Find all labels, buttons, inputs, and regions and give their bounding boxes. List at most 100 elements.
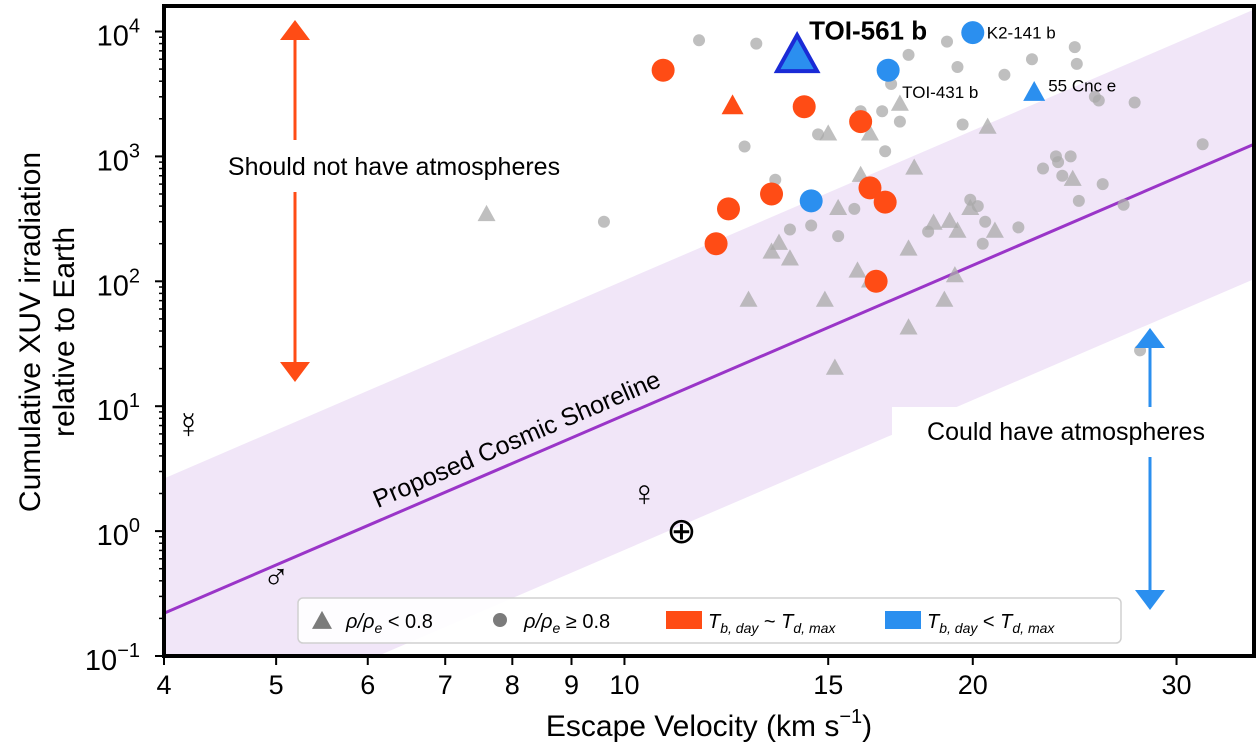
gray-circle-point <box>971 200 984 213</box>
orange-circle-point <box>864 269 888 293</box>
gray-triangle-point <box>1063 169 1082 186</box>
legend-marker-rect <box>885 611 921 629</box>
shoreline-band-layer <box>164 9 1254 656</box>
gray-triangle-point <box>924 213 943 230</box>
shoreline-line <box>164 142 1254 615</box>
legend-marker-rect <box>666 611 702 629</box>
solar-system-symbol-earth: ⊕ <box>666 510 696 551</box>
orange-triangle-point <box>721 94 744 115</box>
gray-triangle-point <box>762 242 781 259</box>
x-tick-label: 6 <box>360 670 375 700</box>
orange-circle-point <box>760 182 784 206</box>
blue-circle-point <box>876 58 900 82</box>
gray-circle-point <box>922 225 935 238</box>
solar-system-symbol-mercury: ☿ <box>175 405 202 446</box>
gray-triangle-point <box>739 290 758 307</box>
orange-circle-point <box>651 58 675 82</box>
gray-triangle-point <box>935 290 954 307</box>
gray-triangle-point <box>769 233 788 250</box>
orange-circle-point <box>792 95 816 119</box>
legend: ρ/ρe < 0.8 ρ/ρe ≥ 0.8 Tb, day ~ Td, max Tb,… <box>297 597 1122 644</box>
x-axis-label: Escape Velocity (km s−1) <box>546 706 872 743</box>
gray-circle-point <box>1037 162 1050 175</box>
planet-label: 55 Cnc e <box>1048 76 1116 95</box>
gray-triangle-point <box>940 211 959 228</box>
gray-triangle-point <box>890 94 909 111</box>
planet-label: K2-141 b <box>987 24 1056 43</box>
gray-circle-point <box>1196 138 1209 151</box>
gray-triangle-point <box>829 198 848 216</box>
gray-circle-point <box>693 34 706 47</box>
gray-circle-point <box>1052 156 1065 169</box>
gray-circle-point <box>1096 178 1109 191</box>
gray-circle-point <box>976 237 989 250</box>
gray-circle-point <box>1128 96 1141 109</box>
gray-circle-point <box>812 128 825 141</box>
gray-triangle-point <box>899 239 918 256</box>
blue-arrow-head-down <box>1135 590 1165 610</box>
gray-circle-point <box>848 202 861 215</box>
gray-circle-point <box>1068 41 1081 54</box>
gray-triangle-point <box>948 221 967 238</box>
gray-circle-point <box>979 215 992 228</box>
legend-item-label: Tb, day < Td, max <box>927 611 1055 636</box>
gray-circle-point <box>832 230 845 243</box>
orange-circle-point <box>858 176 882 200</box>
y-axis-label-line1: Cumulative XUV irradiation <box>14 152 47 512</box>
axis-layer: 4 5 6 7 8 9 10 15 20 30 10−1 100 101 102 103 104 <box>85 15 1192 700</box>
solar-system-symbol-mars: ♂ <box>263 556 290 597</box>
x-tick-label: 8 <box>505 670 520 700</box>
blue-triangle-point <box>1023 81 1046 101</box>
gray-triangle-point <box>780 249 799 266</box>
gray-triangle-point <box>815 290 834 307</box>
legend-marker-circle <box>493 613 507 627</box>
gray-circle-point <box>738 140 751 153</box>
should-not-label: Should not have atmospheres <box>228 153 560 181</box>
x-tick-label: 20 <box>958 670 988 700</box>
should-not-label-bg <box>180 140 610 192</box>
legend-item-label: Tb, day ~ Td, max <box>708 611 836 636</box>
gray-circle-point <box>1117 198 1130 211</box>
gray-circle-point <box>1012 221 1025 234</box>
gray-triangle-point <box>905 158 924 175</box>
gray-circle-point <box>956 118 969 131</box>
data-layer <box>477 21 1209 375</box>
gray-triangle-point <box>819 124 838 141</box>
x-tick-label: 5 <box>269 670 284 700</box>
y-tick-label: 100 <box>97 515 140 552</box>
legend-item-label: ρ/ρe < 0.8 <box>345 611 433 636</box>
y-tick-label: 104 <box>97 15 140 52</box>
k2-141b-point <box>961 21 985 45</box>
orange-arrow-head-up <box>280 20 310 40</box>
y-tick-label: 10−1 <box>85 640 140 677</box>
gray-circle-point <box>805 219 818 232</box>
gray-circle-point <box>951 60 964 73</box>
gray-circle-point <box>1092 94 1105 107</box>
x-tick-label: 7 <box>438 670 453 700</box>
x-tick-label: 9 <box>564 670 579 700</box>
gray-circle-point <box>1056 169 1069 182</box>
gray-triangle-point <box>899 318 918 335</box>
gray-circle-point <box>902 48 915 61</box>
x-tick-label: 30 <box>1162 670 1192 700</box>
gray-circle-point <box>1072 194 1085 207</box>
orange-circle-point <box>704 232 728 256</box>
orange-arrow-head-down <box>280 362 310 382</box>
could-have-label: Could have atmospheres <box>927 418 1205 446</box>
gray-circle-point <box>1025 53 1038 66</box>
gray-circle-point <box>783 223 796 236</box>
gray-triangle-point <box>985 221 1004 238</box>
x-tick-label: 15 <box>813 670 843 700</box>
gray-triangle-point <box>848 261 867 278</box>
y-tick-label: 101 <box>97 390 140 427</box>
y-axis-label-line2: relative to Earth <box>48 227 81 437</box>
gray-circle-point <box>879 145 892 158</box>
gray-triangle-point <box>860 124 879 141</box>
gray-triangle-point <box>945 266 964 283</box>
gray-circle-point <box>876 105 889 118</box>
gray-triangle-point <box>978 117 997 134</box>
could-have-label-bg <box>892 407 1242 457</box>
y-tick-label: 103 <box>97 140 140 177</box>
gray-triangle-point <box>825 358 844 375</box>
gray-circle-point <box>597 215 610 228</box>
